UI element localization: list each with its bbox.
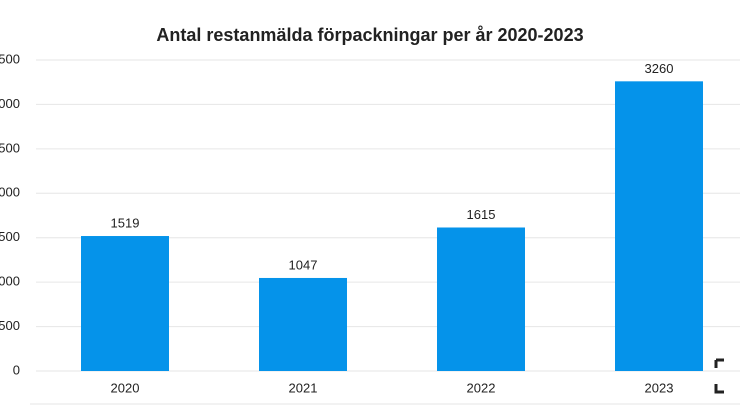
bar: [259, 277, 347, 371]
y-tick-label: 1500: [0, 229, 20, 244]
y-tick-label: 2500: [0, 140, 20, 155]
x-tick-label: 2023: [645, 380, 674, 395]
bar: [437, 227, 525, 371]
bar: [615, 81, 703, 371]
x-tick-label: 2020: [111, 380, 140, 395]
chart-title: Antal restanmälda förpackningar per år 2…: [156, 25, 583, 45]
bar: [81, 236, 169, 371]
y-tick-label: 2000: [0, 185, 20, 200]
x-tick-label: 2022: [467, 380, 496, 395]
value-label: 1047: [289, 257, 318, 272]
y-tick-label: 0: [13, 362, 20, 377]
y-tick-label: 500: [0, 318, 20, 333]
y-tick-label: 3000: [0, 96, 20, 111]
expand-icon[interactable]: [714, 358, 724, 394]
y-tick-label: 3500: [0, 51, 20, 66]
value-label: 3260: [645, 61, 674, 76]
value-label: 1519: [111, 215, 140, 230]
y-tick-label: 1000: [0, 274, 20, 289]
x-tick-label: 2021: [289, 380, 318, 395]
value-label: 1615: [467, 207, 496, 222]
